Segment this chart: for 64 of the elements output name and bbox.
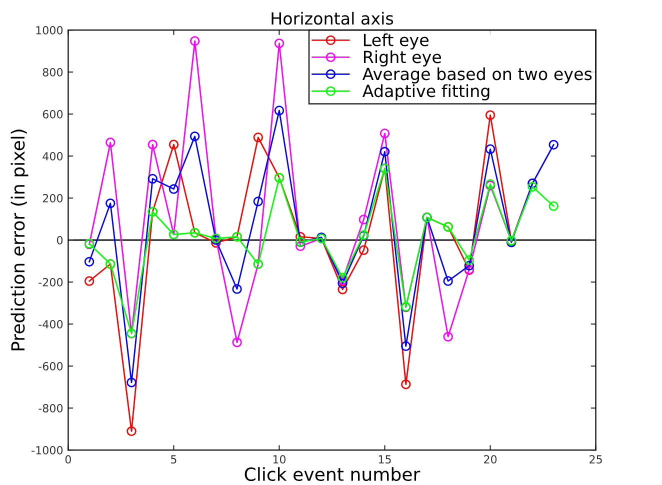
- point: [126, 426, 136, 436]
- point: [358, 214, 369, 224]
- point: [168, 184, 179, 194]
- y-tick-label: -800: [38, 404, 63, 412]
- point: [358, 245, 369, 256]
- point: [168, 140, 179, 150]
- point: [295, 241, 306, 252]
- point: [232, 284, 242, 294]
- legend-label: Left eye: [364, 33, 428, 50]
- point: [464, 255, 474, 265]
- point: [274, 38, 284, 48]
- chart-title: Horizontal axis: [272, 12, 394, 25]
- point: [232, 337, 242, 348]
- point: [274, 106, 284, 116]
- x-tick-label: 15: [378, 455, 391, 464]
- point: [148, 140, 158, 150]
- point: [148, 174, 158, 184]
- point: [485, 144, 496, 154]
- point: [400, 341, 411, 351]
- x-tick-label: 10: [273, 455, 286, 464]
- point: [443, 276, 453, 286]
- point: [84, 276, 94, 286]
- point: [528, 182, 538, 192]
- point: [548, 140, 558, 150]
- point: [464, 260, 474, 271]
- point: [190, 131, 200, 142]
- point: [400, 379, 411, 390]
- point: [485, 110, 496, 120]
- point: [126, 378, 136, 388]
- y-tick-label: 0: [56, 236, 63, 244]
- legend-label: Right eye: [364, 50, 442, 66]
- y-tick-label: -200: [38, 278, 63, 286]
- x-tick-label: 20: [484, 455, 497, 464]
- x-tick-label: 0: [65, 455, 71, 464]
- point: [106, 138, 116, 148]
- legend-label: Adaptive fitting: [362, 84, 490, 100]
- y-tick-label: -1000: [32, 446, 63, 454]
- y-tick-label: 800: [42, 68, 63, 76]
- legend-label: Average based on two eyes: [362, 67, 592, 84]
- x-axis-title: Click event number: [244, 467, 420, 482]
- y-tick-label: -600: [38, 362, 63, 370]
- point: [106, 198, 116, 208]
- y-tick-label: 600: [42, 110, 63, 118]
- point: [253, 132, 263, 142]
- y-tick-label: -400: [38, 320, 63, 328]
- point: [380, 128, 390, 138]
- y-tick-label: 400: [42, 152, 63, 160]
- point: [380, 146, 390, 157]
- y-tick-label: 1000: [36, 26, 63, 34]
- point: [253, 196, 263, 206]
- x-tick-label: 5: [171, 455, 176, 464]
- y-tick-label: 200: [42, 194, 63, 202]
- point: [443, 332, 453, 342]
- x-tick-label: 25: [590, 455, 602, 464]
- point: [338, 272, 348, 283]
- point: [295, 232, 306, 242]
- point: [338, 284, 348, 294]
- point: [190, 36, 200, 46]
- point: [211, 238, 221, 248]
- point: [338, 275, 348, 285]
- point: [338, 278, 348, 288]
- y-axis-title: Prediction error (in pixel): [10, 130, 28, 350]
- point: [548, 201, 558, 211]
- point: [84, 256, 94, 267]
